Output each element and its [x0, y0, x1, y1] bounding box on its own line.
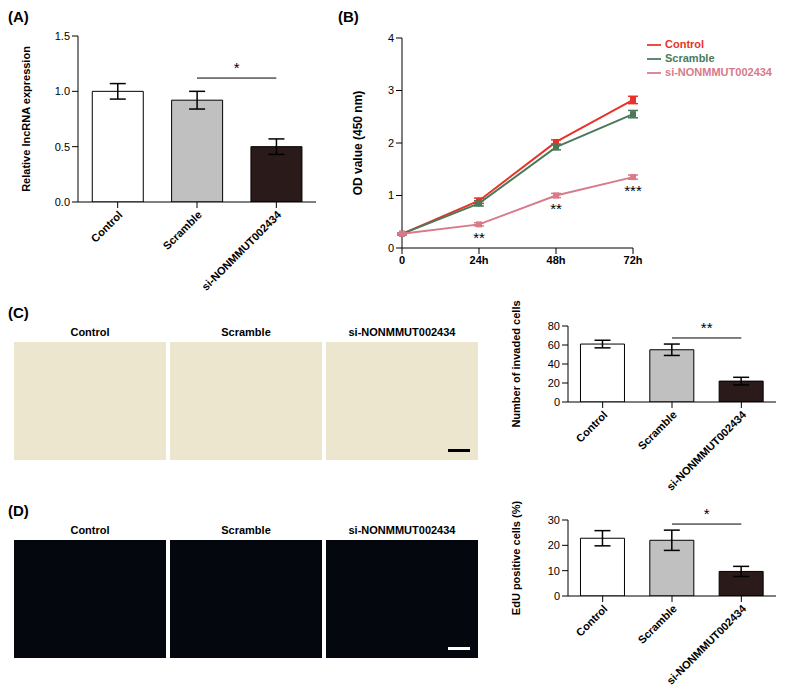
html-text:(D): (D) [8, 502, 29, 519]
svg-text:0: 0 [399, 254, 405, 266]
svg-text:0.5: 0.5 [55, 141, 70, 153]
svg-text:60: 60 [548, 339, 560, 351]
svg-text:30: 30 [548, 514, 560, 526]
svg-text:40: 40 [548, 358, 560, 370]
svg-text:72h: 72h [624, 254, 643, 266]
html-text:Control: Control [665, 38, 705, 50]
svg-text:80: 80 [548, 320, 560, 332]
html-text:si-NONMMUT002434: si-NONMMUT002434 [348, 326, 456, 338]
svg-text:Relative lncRNA expression: Relative lncRNA expression [20, 46, 32, 192]
svg-text:Control: Control [88, 208, 124, 244]
html-text:Scramble: Scramble [665, 52, 715, 65]
svg-text:si-NONMMUT002434: si-NONMMUT002434 [664, 408, 749, 493]
html-text:Scramble: Scramble [221, 326, 271, 338]
svg-text:*: * [704, 505, 710, 522]
svg-text:20: 20 [548, 539, 560, 551]
html-text:Control: Control [70, 326, 110, 338]
html-text:si-NONMMUT002434: si-NONMMUT002434 [665, 66, 772, 79]
svg-text:3: 3 [388, 84, 394, 96]
html-text:(A): (A) [8, 8, 29, 25]
svg-text:EdU positive cells (%): EdU positive cells (%) [510, 501, 522, 616]
svg-text:Scramble: Scramble [160, 208, 204, 252]
svg-text:Control: Control [573, 602, 609, 638]
svg-text:48h: 48h [547, 254, 566, 266]
svg-text:0: 0 [554, 590, 560, 602]
html-text:(B): (B) [338, 8, 359, 25]
svg-text:OD value (450 nm): OD value (450 nm) [351, 91, 365, 196]
svg-text:si-NONMMUT002434: si-NONMMUT002434 [664, 602, 749, 687]
html-text:Scramble: Scramble [221, 524, 271, 536]
svg-text:0: 0 [388, 242, 394, 254]
svg-text:Scramble: Scramble [635, 602, 679, 646]
svg-text:***: *** [624, 182, 642, 199]
svg-text:24h: 24h [470, 254, 489, 266]
svg-text:**: ** [701, 319, 713, 336]
html-text:Control: Control [70, 524, 110, 536]
svg-text:4: 4 [388, 32, 394, 44]
svg-text:Scramble: Scramble [635, 408, 679, 452]
svg-text:si-NONMMUT002434: si-NONMMUT002434 [199, 208, 284, 293]
html-text:(C): (C) [8, 304, 29, 321]
svg-text:**: ** [550, 200, 562, 217]
svg-text:0: 0 [554, 396, 560, 408]
svg-text:**: ** [473, 229, 485, 246]
svg-text:Control: Control [573, 408, 609, 444]
svg-text:20: 20 [548, 377, 560, 389]
svg-text:0.0: 0.0 [55, 196, 70, 208]
svg-text:Number of invaded cells: Number of invaded cells [510, 300, 522, 427]
svg-text:1: 1 [388, 189, 394, 201]
html-text:si-NONMMUT002434: si-NONMMUT002434 [348, 524, 456, 536]
svg-text:2: 2 [388, 137, 394, 149]
svg-text:10: 10 [548, 565, 560, 577]
svg-text:1.0: 1.0 [55, 85, 70, 97]
svg-text:*: * [234, 59, 240, 76]
svg-text:1.5: 1.5 [55, 30, 70, 42]
